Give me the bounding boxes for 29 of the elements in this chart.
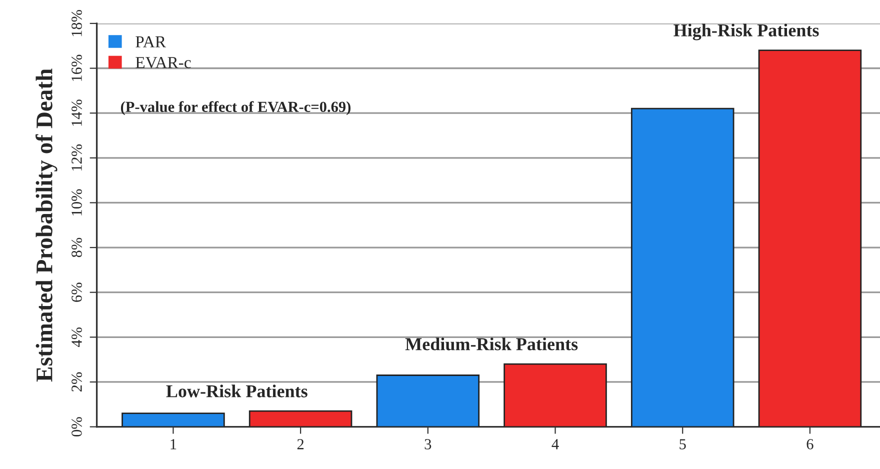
legend-label: PAR (136, 36, 166, 48)
y-tick-label: 8% (72, 238, 82, 258)
bar (758, 50, 862, 427)
y-axis-title: Estimated Probability of Death (36, 68, 58, 382)
y-tick-label: 10% (72, 189, 82, 216)
y-tick-label: 16% (72, 54, 82, 81)
y-tick-label: 18% (72, 10, 82, 36)
annotation: Medium-Risk Patients (405, 338, 578, 350)
annotation: High-Risk Patients (674, 24, 819, 40)
x-tick-label: 4 (552, 439, 559, 450)
y-tick-label: 14% (72, 100, 82, 126)
bar (248, 410, 352, 427)
y-tick-label: 6% (72, 282, 82, 302)
annotation: (P-value for effect of EVAR-c=0.69) (120, 101, 351, 116)
annotation: Low-Risk Patients (166, 384, 308, 398)
y-tick-label: 0% (72, 417, 82, 436)
legend-label: EVAR-c (136, 56, 191, 68)
bar (376, 374, 480, 427)
bar (122, 412, 225, 427)
y-tick-label: 4% (72, 327, 82, 348)
x-tick-label: 5 (680, 439, 686, 450)
x-tick-label: 1 (170, 439, 176, 450)
bar (504, 363, 607, 427)
y-tick-label: 2% (72, 372, 82, 392)
x-tick-label: 2 (297, 439, 304, 450)
y-tick-label: 12% (72, 144, 82, 171)
bar (630, 108, 734, 427)
x-tick-label: 6 (806, 439, 814, 450)
x-tick-label: 3 (424, 439, 432, 450)
